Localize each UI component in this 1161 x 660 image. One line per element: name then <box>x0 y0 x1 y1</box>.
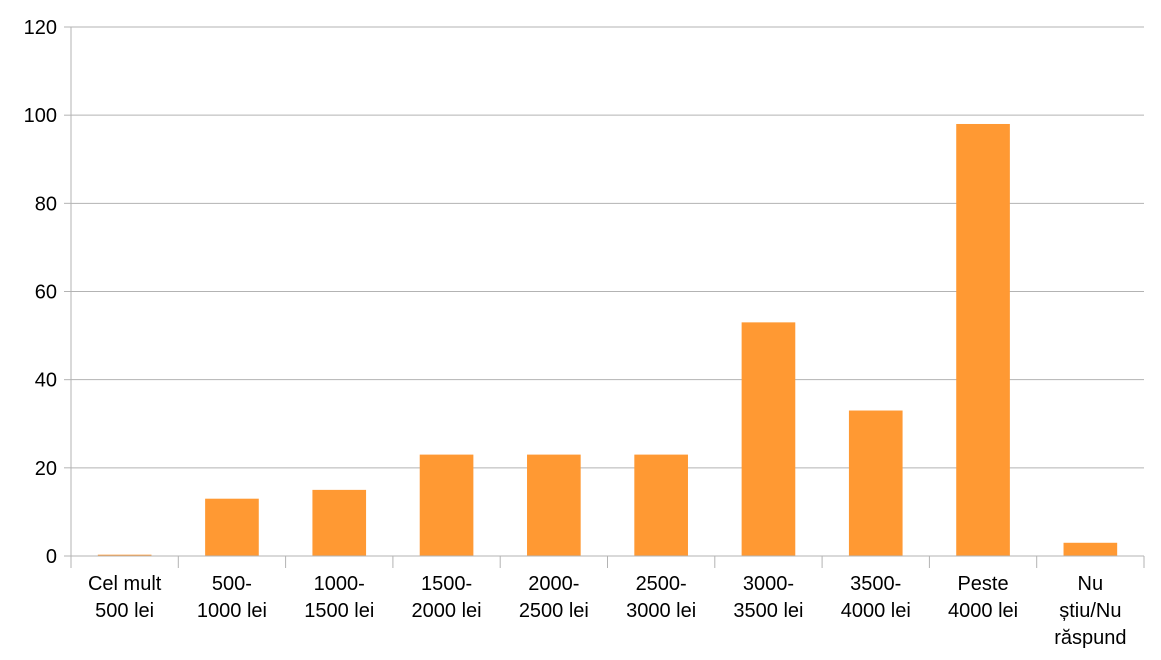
bar <box>205 498 259 556</box>
y-tick-label: 120 <box>24 17 57 39</box>
x-tick-label-line: știu/Nu <box>1059 600 1121 622</box>
x-tick-label-line: 4000 lei <box>948 600 1018 622</box>
x-tick-label: 3500- 4000 lei <box>841 573 911 622</box>
x-tick-label-line: 2000- <box>528 573 579 595</box>
x-tick-label-line: 500- <box>212 573 252 595</box>
bar <box>1063 542 1118 556</box>
y-tick-label: 60 <box>35 282 57 304</box>
x-tick-label-line: 3500- <box>850 573 901 595</box>
bar <box>527 454 581 556</box>
x-tick-label-line: 1000 lei <box>197 600 267 622</box>
x-tick-label-line: 3000 lei <box>626 600 696 622</box>
x-tick-labels: Cel mult 500 lei 500- 1000 lei 1000- 1500 lei… <box>88 573 1127 649</box>
x-tick-label-line: 2500- <box>636 573 687 595</box>
x-tick-label-line: 2500 lei <box>519 600 589 622</box>
axes <box>64 26 1145 568</box>
x-tick-label-line: 500 lei <box>95 600 154 622</box>
y-tick-label: 100 <box>24 105 57 127</box>
x-tick-label-line: 3500 lei <box>733 600 803 622</box>
y-tick-labels: 0 20 40 60 80 100 120 <box>24 17 57 568</box>
x-tick-label: 1000- 1500 lei <box>304 573 374 622</box>
x-tick-label: 500- 1000 lei <box>197 573 267 622</box>
y-tick-label: 20 <box>35 458 57 480</box>
x-tick-label-line: Peste <box>957 573 1008 595</box>
bars <box>97 123 1118 556</box>
bar <box>634 454 688 556</box>
bar <box>848 410 903 556</box>
x-tick-label: 1500- 2000 lei <box>412 573 482 622</box>
x-tick-label: Nu știu/Nu răspund <box>1054 573 1126 649</box>
y-tick-label: 0 <box>46 546 57 568</box>
x-tick-label-line: 2000 lei <box>412 600 482 622</box>
y-tick-label: 80 <box>35 193 57 215</box>
x-tick-label: 3000- 3500 lei <box>733 573 803 622</box>
x-tick-label-line: răspund <box>1054 627 1126 649</box>
x-tick-label-line: 1500- <box>421 573 472 595</box>
x-tick-label-line: Nu <box>1078 573 1104 595</box>
x-tick-label-line: Cel mult <box>88 573 162 595</box>
x-tick-label: Cel mult 500 lei <box>88 573 162 622</box>
bar <box>741 322 796 556</box>
x-tick-label-line: 3000- <box>743 573 794 595</box>
y-tick-label: 40 <box>35 370 57 392</box>
x-tick-label: 2000- 2500 lei <box>519 573 589 622</box>
bar <box>97 554 152 556</box>
x-tick-label-line: 1000- <box>314 573 365 595</box>
bar <box>956 123 1010 556</box>
x-tick-label: Peste 4000 lei <box>948 573 1018 622</box>
x-tick-label-line: 4000 lei <box>841 600 911 622</box>
x-tick-label-line: 1500 lei <box>304 600 374 622</box>
bar <box>312 489 367 556</box>
bar <box>419 454 474 556</box>
x-tick-label: 2500- 3000 lei <box>626 573 696 622</box>
